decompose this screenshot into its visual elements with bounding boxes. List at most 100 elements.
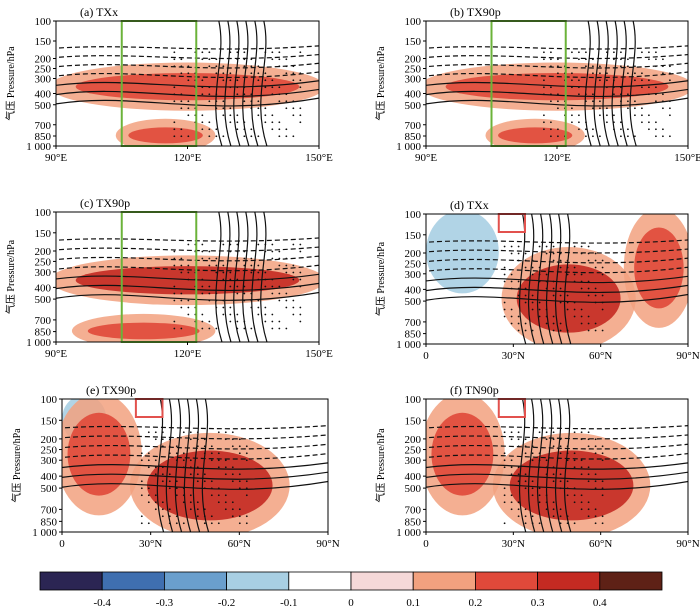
field-4 xyxy=(62,399,328,532)
x-tick-label: 30°N xyxy=(502,538,525,550)
warm-anomaly-region xyxy=(498,127,573,144)
y-tick-label: 500 xyxy=(405,483,422,495)
contour-line xyxy=(426,80,688,88)
contour-line xyxy=(56,273,319,282)
y-tick-label: 850 xyxy=(35,131,52,143)
contour-line xyxy=(527,214,536,344)
y-tick-label: 200 xyxy=(405,248,422,260)
y-tick-label: 200 xyxy=(405,54,422,66)
y-tick-label: 700 xyxy=(35,120,52,132)
y-tick-label: 850 xyxy=(41,516,58,528)
colorbar-swatch xyxy=(412,571,476,591)
y-tick-label: 1 000 xyxy=(32,527,57,539)
x-tick-label: 90°N xyxy=(676,538,699,550)
contour-line xyxy=(56,264,319,272)
y-tick-label: 700 xyxy=(35,315,52,327)
y-tick-label: 700 xyxy=(405,120,422,132)
x-tick-label: 90°E xyxy=(415,152,437,164)
contour-line xyxy=(260,21,268,146)
colorbar-swatch xyxy=(350,571,414,591)
panel-title: (b) TX90p xyxy=(450,5,501,19)
colorbar-swatch xyxy=(163,571,227,591)
colorbar-tick-label: -0.2 xyxy=(218,597,235,609)
colorbar-tick-label: 0 xyxy=(348,597,354,609)
panel-title: (f) TN90p xyxy=(450,383,499,397)
y-tick-label: 200 xyxy=(405,434,422,446)
cool-anomaly-region xyxy=(658,399,688,443)
y-tick-label: 250 xyxy=(405,258,422,270)
y-tick-label: 1 000 xyxy=(26,337,51,349)
contour-line xyxy=(165,399,174,532)
contour-line xyxy=(426,462,688,470)
x-tick-label: 0 xyxy=(423,350,429,362)
field-2 xyxy=(56,212,319,342)
y-axis-label: 气压 Pressure/hPa xyxy=(374,428,387,503)
y-tick-label: 300 xyxy=(35,267,52,279)
x-tick-label: 150°E xyxy=(305,152,333,164)
colorbar-tick-label: 0.2 xyxy=(469,597,483,609)
y-axis-label: 气压 Pressure/hPa xyxy=(10,428,23,503)
significance-stipple xyxy=(543,51,671,138)
contour-line xyxy=(584,21,592,146)
y-tick-label: 850 xyxy=(405,516,422,528)
y-tick-label: 100 xyxy=(35,16,52,28)
contour-line xyxy=(426,71,688,79)
colorbar-swatch xyxy=(226,571,290,591)
contour-line xyxy=(62,462,328,470)
y-tick-label: 850 xyxy=(35,327,52,339)
panel-title: (e) TX90p xyxy=(86,383,136,397)
contour-line xyxy=(62,480,328,490)
y-tick-label: 150 xyxy=(405,36,422,48)
x-tick-label: 0 xyxy=(423,538,429,550)
y-tick-label: 500 xyxy=(41,483,58,495)
y-tick-label: 500 xyxy=(35,100,52,112)
x-tick-label: 0 xyxy=(59,538,65,550)
warm-anomaly-region xyxy=(509,450,634,521)
colorbar-swatch xyxy=(537,571,601,591)
colorbar-swatch xyxy=(599,571,663,591)
contour-line xyxy=(224,212,232,342)
contour-line xyxy=(563,399,572,532)
warm-anomaly-region xyxy=(146,450,273,521)
y-tick-label: 150 xyxy=(405,415,422,427)
contour-line xyxy=(242,212,250,342)
contour-line xyxy=(602,21,610,146)
y-tick-label: 250 xyxy=(405,445,422,457)
x-tick-label: 120°E xyxy=(543,152,571,164)
contour-line xyxy=(224,21,232,146)
x-tick-label: 60°N xyxy=(589,538,612,550)
field-3 xyxy=(426,214,688,344)
contour-line xyxy=(426,284,688,294)
contour-line xyxy=(56,45,319,50)
y-tick-label: 1 000 xyxy=(396,527,421,539)
significance-stipple xyxy=(140,431,248,525)
contour-line xyxy=(554,399,563,532)
contour-line xyxy=(56,237,319,242)
contour-line xyxy=(56,282,319,292)
contour-line xyxy=(426,452,688,460)
y-axis-label: 气压 Pressure/hPa xyxy=(374,46,387,121)
colorbar-tick-label: 0.4 xyxy=(593,597,607,609)
y-tick-label: 300 xyxy=(35,74,52,86)
y-tick-label: 500 xyxy=(405,296,422,308)
colorbar-swatch xyxy=(288,571,352,591)
contour-line xyxy=(545,399,554,532)
contour-line xyxy=(233,212,241,342)
x-tick-label: 90°N xyxy=(316,538,339,550)
x-tick-label: 120°E xyxy=(174,348,202,360)
panel-frame xyxy=(425,213,689,345)
y-tick-label: 400 xyxy=(405,284,422,296)
contour-lines xyxy=(426,214,688,344)
y-tick-label: 100 xyxy=(405,394,422,406)
contour-line xyxy=(426,266,688,274)
y-tick-label: 150 xyxy=(35,228,52,240)
y-tick-label: 100 xyxy=(41,394,58,406)
contour-line xyxy=(426,257,688,264)
warm-anomaly-region xyxy=(431,412,494,496)
y-tick-label: 850 xyxy=(405,329,422,341)
contour-line xyxy=(56,53,319,60)
y-tick-label: 700 xyxy=(405,504,422,516)
